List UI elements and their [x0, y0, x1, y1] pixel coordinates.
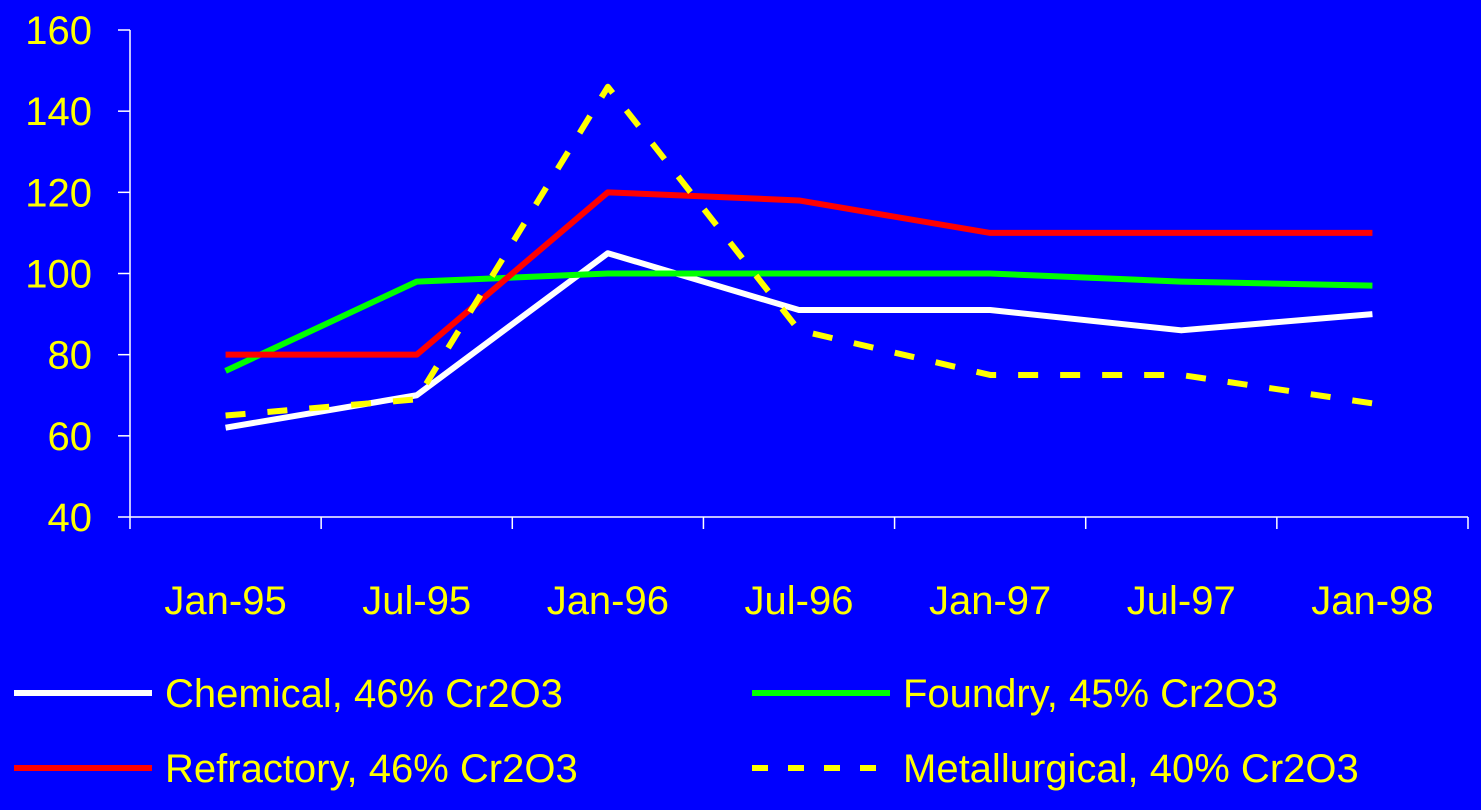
y-axis-ticks: 40 60 80 100 120 140 160 — [25, 9, 130, 540]
series-1 — [224, 270, 1373, 374]
legend-item-1: Foundry, 45% Cr2O3 — [752, 672, 1278, 716]
x-tick-label: Jan-98 — [1311, 579, 1433, 623]
legend-label: Metallurgical, 40% Cr2O3 — [903, 747, 1359, 791]
y-tick-label: 160 — [25, 9, 92, 53]
x-axis-ticks: Jan-95 Jul-95 Jan-96 Jul-96 Jan-97 Jul-97 Jan-… — [129, 517, 1469, 623]
y-tick-label: 40 — [48, 496, 93, 540]
series-line — [225, 83, 1373, 419]
x-tick-label: Jan-96 — [547, 579, 669, 623]
series-line — [225, 189, 1373, 358]
legend-item-3: Metallurgical, 40% Cr2O3 — [752, 747, 1359, 791]
x-tick-label: Jan-97 — [929, 579, 1051, 623]
legend-item-0: Chemical, 46% Cr2O3 — [14, 672, 563, 716]
legend-label: Chemical, 46% Cr2O3 — [165, 672, 563, 716]
x-tick-label: Jul-95 — [362, 579, 471, 623]
legend-item-2: Refractory, 46% Cr2O3 — [14, 747, 578, 791]
series-2 — [225, 189, 1373, 358]
legend-label: Foundry, 45% Cr2O3 — [903, 672, 1278, 716]
series-0 — [225, 250, 1373, 431]
series-lines — [224, 83, 1373, 431]
x-tick-label: Jan-95 — [164, 579, 286, 623]
series-3 — [225, 83, 1373, 419]
series-line — [224, 270, 1373, 374]
x-tick-label: Jul-96 — [745, 579, 854, 623]
x-tick-label: Jul-97 — [1127, 579, 1236, 623]
legend-label: Refractory, 46% Cr2O3 — [165, 747, 578, 791]
y-tick-label: 120 — [25, 171, 92, 215]
y-tick-label: 80 — [48, 334, 93, 378]
y-tick-label: 100 — [25, 253, 92, 297]
series-line — [225, 250, 1373, 431]
y-tick-label: 60 — [48, 415, 93, 459]
y-tick-label: 140 — [25, 90, 92, 134]
legend: Chemical, 46% Cr2O3 Foundry, 45% Cr2O3 Ref… — [14, 672, 1359, 791]
